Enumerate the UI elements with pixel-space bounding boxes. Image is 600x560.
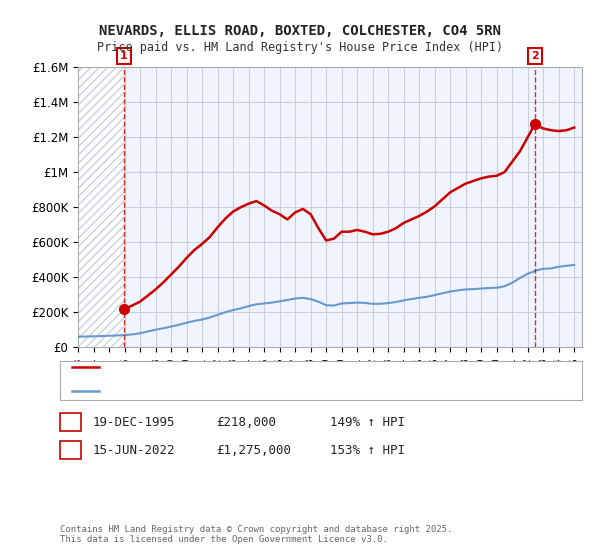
- Bar: [78, 67, 124, 347]
- Text: 1: 1: [120, 51, 128, 61]
- Text: 149% ↑ HPI: 149% ↑ HPI: [330, 416, 405, 429]
- Text: 153% ↑ HPI: 153% ↑ HPI: [330, 444, 405, 457]
- Text: NEVARDS, ELLIS ROAD, BOXTED, COLCHESTER, CO4 5RN: NEVARDS, ELLIS ROAD, BOXTED, COLCHESTER,…: [99, 24, 501, 38]
- Text: 2: 2: [531, 51, 539, 61]
- Text: £1,275,000: £1,275,000: [216, 444, 291, 457]
- Text: NEVARDS, ELLIS ROAD, BOXTED, COLCHESTER, CO4 5RN (detached house): NEVARDS, ELLIS ROAD, BOXTED, COLCHESTER,…: [105, 362, 511, 372]
- Text: Price paid vs. HM Land Registry's House Price Index (HPI): Price paid vs. HM Land Registry's House …: [97, 41, 503, 54]
- Text: £218,000: £218,000: [216, 416, 276, 429]
- Text: HPI: Average price, detached house, Colchester: HPI: Average price, detached house, Colc…: [105, 386, 392, 396]
- Text: 2: 2: [67, 444, 74, 457]
- Text: 1: 1: [67, 416, 74, 429]
- Text: 15-JUN-2022: 15-JUN-2022: [93, 444, 176, 457]
- Text: 19-DEC-1995: 19-DEC-1995: [93, 416, 176, 429]
- Text: Contains HM Land Registry data © Crown copyright and database right 2025.
This d: Contains HM Land Registry data © Crown c…: [60, 525, 452, 544]
